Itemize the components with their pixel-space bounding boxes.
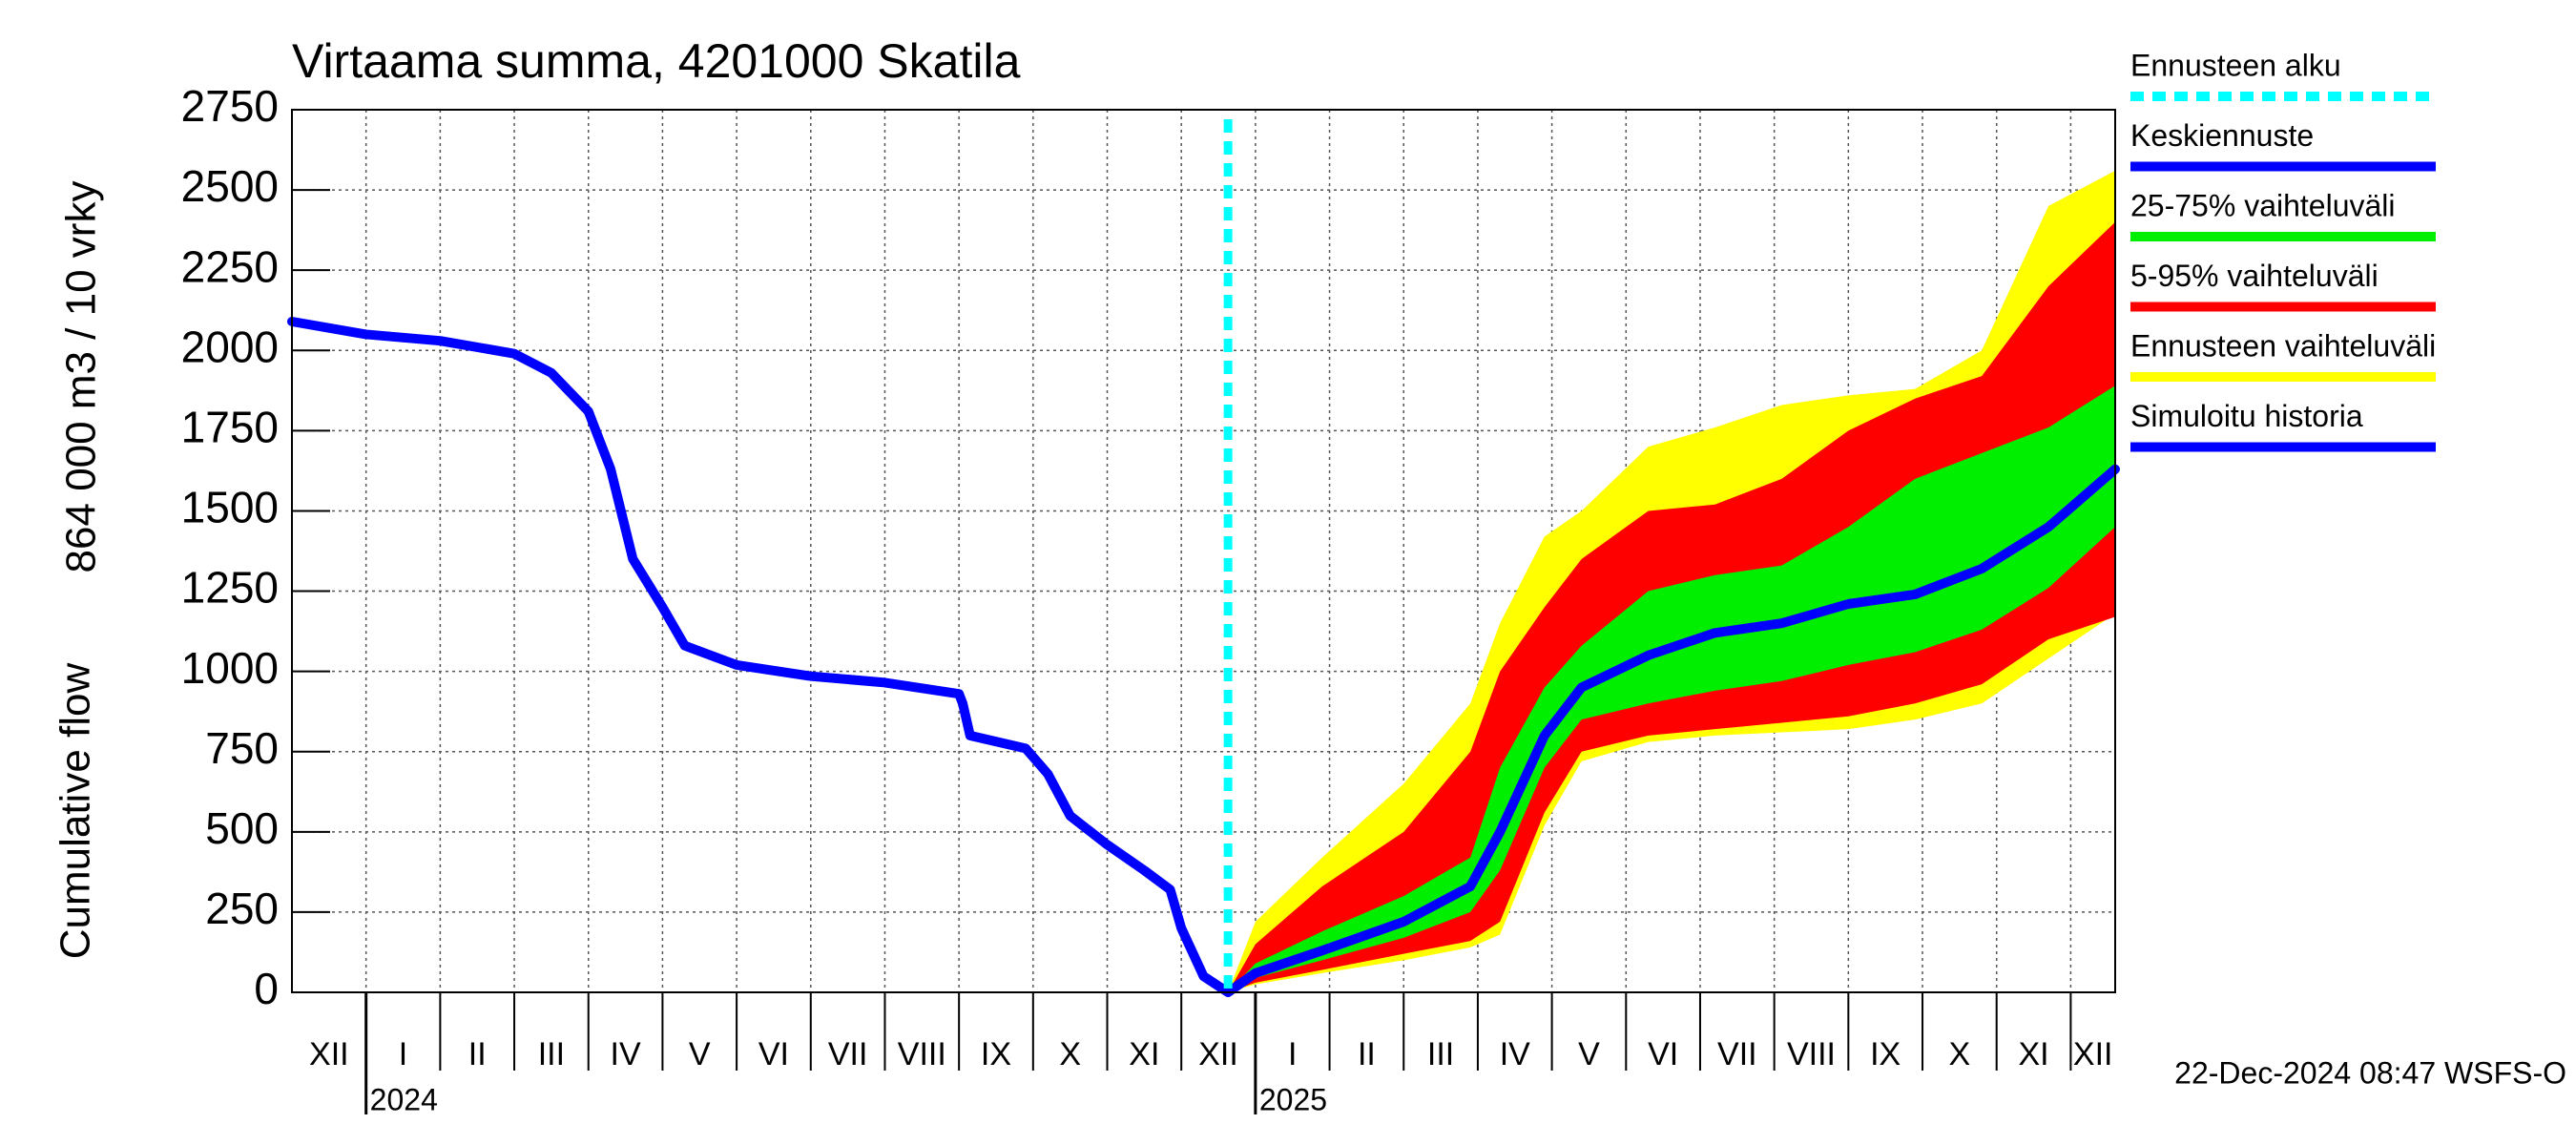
y-tick-label: 0 [254,964,279,1013]
x-tick-label: VIII [898,1036,946,1072]
x-tick-label: II [468,1036,487,1072]
chart-title: Virtaama summa, 4201000 Skatila [292,34,1021,88]
y-tick-label: 2250 [181,241,279,291]
x-tick-label: XII [1198,1036,1238,1072]
legend-label: 5-95% vaihteluväli [2130,259,2379,293]
x-tick-label: IX [981,1036,1011,1072]
legend-label: Simuloitu historia [2130,399,2363,433]
plot-frame [291,109,2116,993]
x-tick-label: VII [1717,1036,1757,1072]
y-tick-label: 750 [205,723,279,773]
legend-label: Ennusteen vaihteluväli [2130,328,2436,363]
y-tick-label: 1250 [181,563,279,613]
x-tick-label: XI [1129,1036,1159,1072]
x-tick-label: IX [1870,1036,1901,1072]
year-label: 2024 [370,1082,438,1116]
x-tick-label: XII [309,1036,349,1072]
x-tick-label: V [1578,1036,1600,1072]
y-tick-label: 2500 [181,161,279,211]
y-tick-label: 1500 [181,483,279,532]
y-axis-unit: 864 000 m3 / 10 vrky [58,181,105,573]
x-tick-label: III [538,1036,565,1072]
x-tick-label: XII [2073,1036,2113,1072]
y-tick-label: 2000 [181,322,279,371]
legend-label: Ennusteen alku [2130,48,2341,82]
y-tick-label: 500 [205,803,279,853]
x-tick-label: VI [1648,1036,1678,1072]
legend-label: Keskiennuste [2130,118,2314,153]
line [1223,464,2120,997]
x-tick-label: X [1949,1036,1971,1072]
x-tick-label: IV [1500,1036,1530,1072]
line [287,317,1234,997]
x-tick-label: I [399,1036,407,1072]
x-tick-label: I [1288,1036,1297,1072]
x-tick-label: X [1059,1036,1081,1072]
y-axis-title: Cumulative flow [52,663,99,960]
y-tick-label: 1750 [181,403,279,452]
x-tick-label: VI [758,1036,789,1072]
x-tick-label: VIII [1787,1036,1836,1072]
y-tick-label: 250 [205,884,279,933]
x-tick-label: IV [611,1036,641,1072]
band [1228,385,2115,993]
x-tick-label: III [1427,1036,1454,1072]
x-tick-label: II [1358,1036,1376,1072]
y-tick-label: 2750 [181,81,279,131]
y-tick-label: 1000 [181,643,279,693]
timestamp: 22-Dec-2024 08:47 WSFS-O [2174,1055,2566,1090]
x-tick-label: VII [828,1036,868,1072]
year-label: 2025 [1259,1082,1327,1116]
x-tick-label: XI [2018,1036,2048,1072]
x-tick-label: V [689,1036,711,1072]
legend-label: 25-75% vaihteluväli [2130,188,2396,222]
